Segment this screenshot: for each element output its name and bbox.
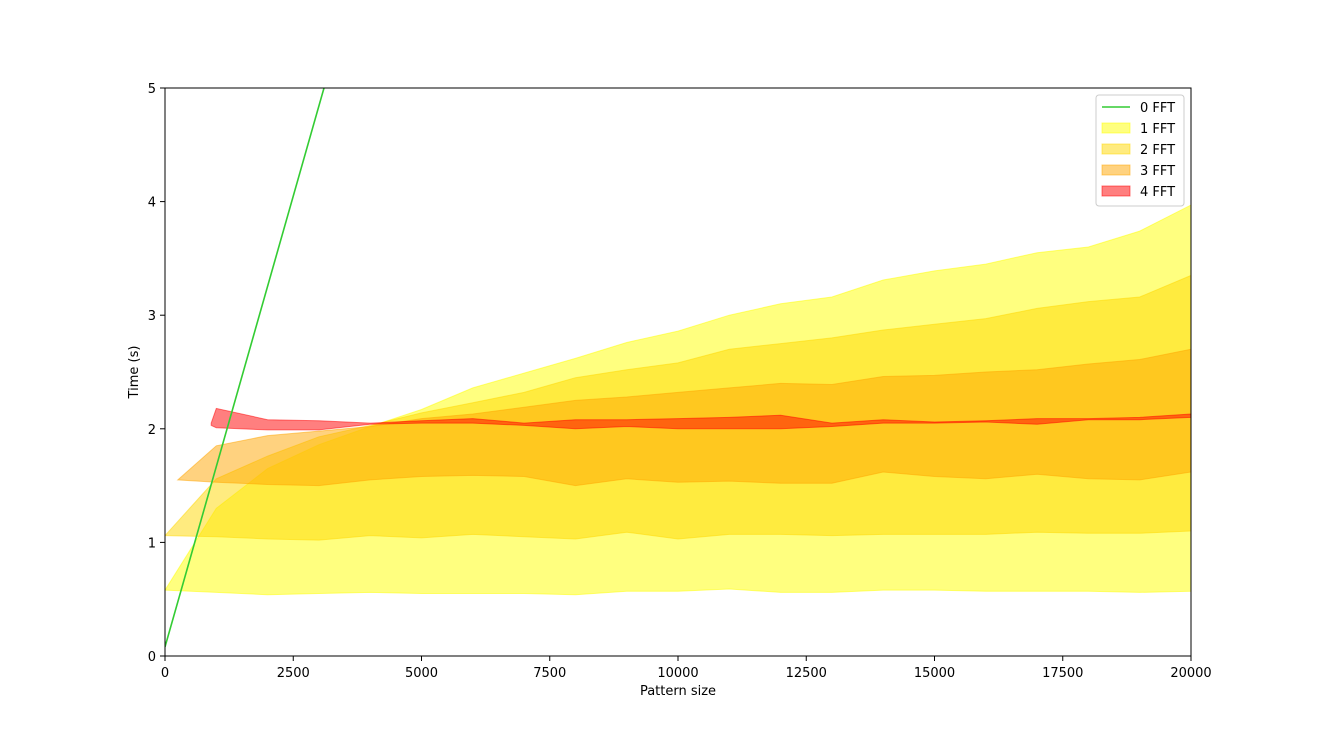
y-tick-label-5: 5 <box>148 82 156 97</box>
x-tick-label-0: 0 <box>161 666 169 681</box>
x-tick-label-8: 20000 <box>1170 666 1211 681</box>
x-axis-title: Pattern size <box>640 684 716 699</box>
legend-swatch-3 <box>1101 164 1131 176</box>
series-layer <box>165 88 1191 648</box>
y-tick-label-3: 3 <box>148 309 156 324</box>
x-tick-label-7: 17500 <box>1042 666 1083 681</box>
x-tick-label-6: 15000 <box>914 666 955 681</box>
legend-swatch-4 <box>1101 185 1131 197</box>
x-tick-label-3: 7500 <box>533 666 566 681</box>
series-band-3 <box>176 348 1191 487</box>
legend: 0 FFT 1 FFT 2 FFT 3 FFT 4 FFT <box>1095 94 1185 207</box>
y-tick-label-4: 4 <box>148 196 156 211</box>
legend-swatch-2 <box>1101 143 1131 155</box>
axes-layer: 0 2500 5000 7500 10000 12500 15000 17500 20000 0 1… <box>148 82 1212 681</box>
legend-label-3: 3 FFT <box>1140 164 1175 179</box>
x-tick-label-4: 10000 <box>657 666 698 681</box>
y-axis-title: Time (s) <box>127 346 142 400</box>
y-tick-label-0: 0 <box>148 650 156 665</box>
y-tick-label-2: 2 <box>148 423 156 438</box>
legend-label-2: 2 FFT <box>1140 143 1175 158</box>
y-tick-label-1: 1 <box>148 536 156 551</box>
x-tick-label-1: 2500 <box>277 666 310 681</box>
series-line-0 <box>165 88 325 648</box>
legend-label-1: 1 FFT <box>1140 122 1175 137</box>
x-tick-label-2: 5000 <box>405 666 438 681</box>
legend-label-4: 4 FFT <box>1140 185 1175 200</box>
legend-label-0: 0 FFT <box>1140 101 1175 116</box>
series-band-4 <box>210 407 1191 431</box>
x-tick-label-5: 12500 <box>786 666 827 681</box>
legend-swatch-1 <box>1101 122 1131 134</box>
